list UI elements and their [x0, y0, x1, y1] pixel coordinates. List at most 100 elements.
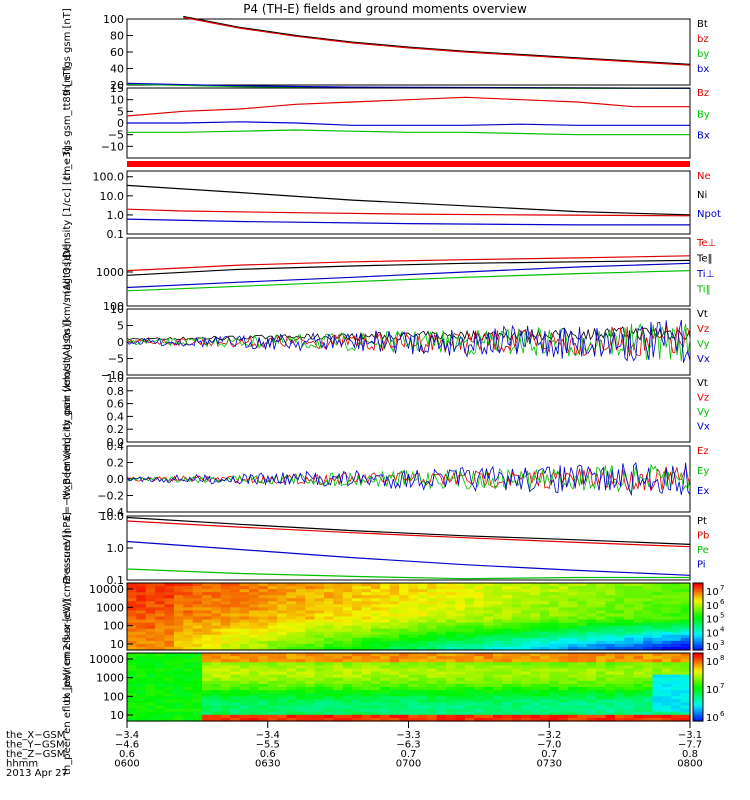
spectrogram-cell [624, 592, 635, 596]
spectrogram-cell [211, 583, 222, 587]
spectrogram-cell [211, 693, 222, 697]
spectrogram-cell [136, 717, 147, 722]
legend-entry: Vt [697, 378, 708, 389]
spectrogram-cell [136, 628, 147, 633]
colorbar-band [693, 696, 703, 699]
spectrogram-cell [380, 583, 391, 587]
spectrogram-cell [248, 595, 259, 599]
spectrogram-cell [436, 717, 447, 722]
spectrogram-cell [661, 674, 672, 679]
spectrogram-cell [614, 683, 625, 688]
spectrogram-cell [614, 631, 625, 636]
spectrogram-cell [511, 631, 522, 636]
spectrogram-cell [267, 592, 278, 596]
spectrogram-cell [530, 619, 541, 624]
spectrogram-cell [436, 714, 447, 719]
spectrogram-cell [483, 601, 494, 605]
spectrogram-cell [643, 674, 654, 679]
spectrogram-cell [295, 601, 306, 605]
spectrogram-cell [127, 592, 137, 596]
spectrogram-cell [417, 696, 428, 700]
spectrogram-cell [511, 668, 522, 673]
spectrogram-cell [643, 583, 654, 587]
spectrogram-cell [539, 687, 550, 691]
spectrogram-cell [680, 637, 691, 642]
spectrogram-cell [605, 598, 616, 602]
spectrogram-cell [136, 662, 147, 666]
spectrogram-cell [324, 711, 335, 716]
spectrogram-cell [155, 668, 166, 673]
spectrogram-cell [586, 607, 597, 612]
spectrogram-cell [680, 592, 691, 596]
spectrogram-cell [568, 610, 578, 615]
spectrogram-cell [183, 613, 194, 618]
spectrogram-cell [483, 711, 494, 716]
spectrogram-cell [417, 637, 428, 642]
colorbar-band [693, 716, 703, 720]
spectrogram-cell [417, 687, 428, 691]
spectrogram-cell [399, 662, 410, 666]
spectrogram-cell [277, 622, 288, 627]
spectrogram-cell [220, 696, 231, 700]
spectrogram-cell [633, 640, 644, 645]
spectrogram-cell [127, 708, 137, 713]
spectrogram-cell [399, 668, 410, 673]
spectrogram-cell [586, 589, 597, 593]
spectrogram-cell [352, 680, 363, 685]
spectrogram-cell [643, 702, 654, 707]
spectrogram-cell [661, 671, 672, 676]
spectrogram-cell [549, 662, 560, 666]
spectrogram-cell [643, 595, 654, 599]
spectrogram-cell [333, 696, 344, 700]
spectrogram-cell [455, 714, 466, 719]
spectrogram-cell [389, 693, 400, 697]
spectrogram-cell [267, 610, 278, 615]
spectrogram-cell [417, 662, 428, 666]
spectrogram-cell [521, 637, 532, 642]
spectrogram-cell [127, 619, 137, 624]
spectrogram-cell [399, 622, 410, 627]
colorbar-frame [692, 582, 704, 651]
spectrogram-cell [539, 705, 550, 710]
spectrogram-cell [136, 619, 147, 624]
spectrogram-cell [427, 708, 438, 713]
colorbar-tick-exponent: 7 [720, 682, 724, 690]
spectrogram-cell [173, 659, 184, 663]
spectrogram-cell [605, 671, 616, 676]
spectrogram-cell [183, 616, 194, 621]
spectrogram-cell [643, 604, 654, 608]
spectrogram-cell [586, 677, 597, 682]
spectrogram-cell [558, 662, 569, 666]
spectrogram-cell [605, 637, 616, 642]
spectrogram-cell [173, 656, 184, 660]
spectrogram-cell [399, 625, 410, 630]
spectrogram-cell [614, 656, 625, 660]
spectrogram-cell [145, 677, 156, 682]
spectrogram-cell [145, 625, 156, 630]
spectrogram-cell [605, 640, 616, 645]
spectrogram-cell [277, 607, 288, 612]
spectrogram-cell [427, 683, 438, 688]
panel-frame [126, 237, 691, 307]
spectrogram-cell [164, 628, 175, 633]
spectrogram-cell [427, 619, 438, 624]
spectrogram-cell [446, 610, 457, 615]
spectrogram-cell [596, 610, 607, 615]
spectrogram-cell [183, 662, 194, 666]
spectrogram-cell [127, 659, 137, 663]
spectrogram-cell [417, 699, 428, 704]
spectrogram-cell [267, 586, 278, 590]
spectrogram-cell [389, 708, 400, 713]
spectrogram-cell [277, 646, 288, 651]
spectrogram-cell [155, 687, 166, 691]
spectrogram-cell [680, 705, 691, 710]
spectrogram-cell [173, 717, 184, 722]
spectrogram-cell [549, 619, 560, 624]
spectrogram-cell [539, 598, 550, 602]
spectrogram-cell [389, 677, 400, 682]
spectrogram-cell [127, 699, 137, 704]
spectrogram-cell [389, 646, 400, 651]
spectrogram-cell [155, 637, 166, 642]
spectrogram-cell [492, 619, 503, 624]
spectrogram-cell [145, 693, 156, 697]
